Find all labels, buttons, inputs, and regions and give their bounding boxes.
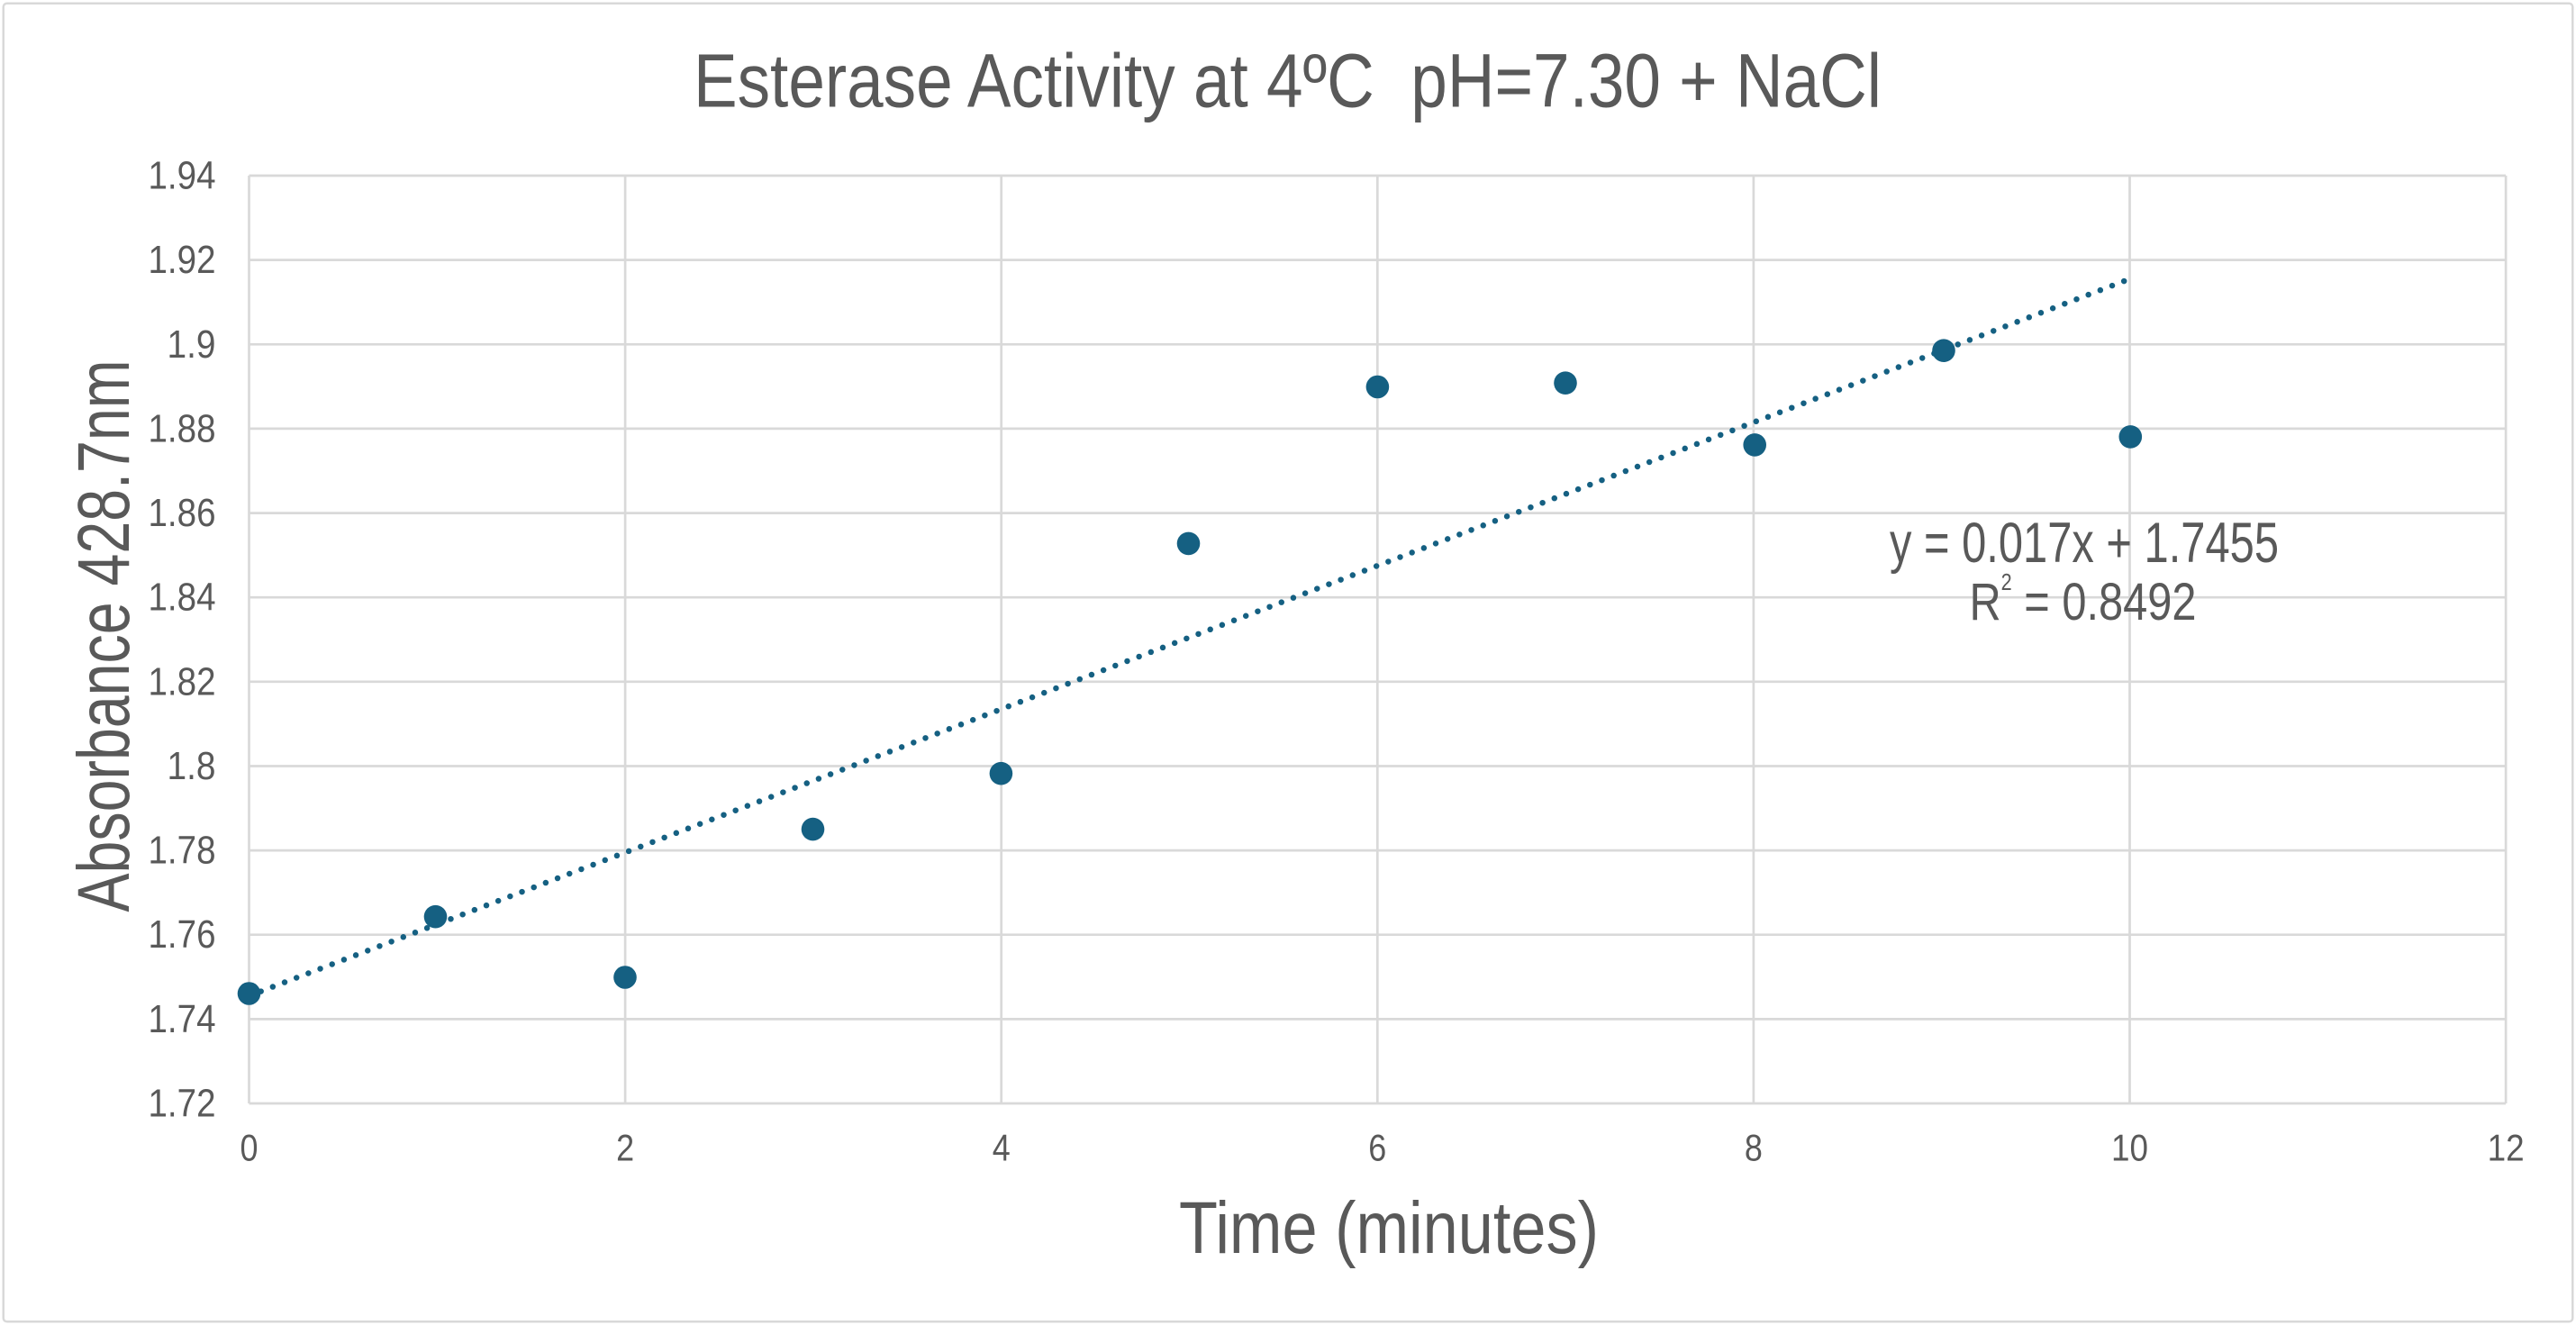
svg-text:1.78: 1.78 — [149, 830, 216, 873]
svg-text:1.72: 1.72 — [149, 1083, 216, 1126]
svg-text:1.84: 1.84 — [149, 576, 216, 620]
svg-text:0: 0 — [240, 1127, 259, 1169]
svg-text:Esterase Activity at 4ºC pH=7: Esterase Activity at 4ºC pH=7.30 + NaCl — [694, 39, 1882, 123]
svg-text:Time (minutes): Time (minutes) — [1179, 1187, 1599, 1269]
svg-text:1.76: 1.76 — [149, 913, 216, 957]
svg-text:y = 0.017x + 1.7455: y = 0.017x + 1.7455 — [1890, 512, 2279, 575]
svg-text:1.94: 1.94 — [149, 155, 216, 198]
svg-text:10: 10 — [2111, 1127, 2148, 1169]
svg-text:Absorbance 428.7nm: Absorbance 428.7nm — [63, 360, 145, 912]
svg-text:1.8: 1.8 — [168, 745, 216, 788]
svg-text:1.88: 1.88 — [149, 407, 216, 450]
svg-text:6: 6 — [1368, 1127, 1386, 1169]
svg-text:2: 2 — [616, 1127, 634, 1169]
svg-text:1.74: 1.74 — [149, 998, 216, 1041]
svg-text:1.82: 1.82 — [149, 660, 216, 703]
svg-text:1.92: 1.92 — [149, 239, 216, 282]
svg-text:8: 8 — [1745, 1127, 1763, 1169]
svg-text:4: 4 — [993, 1127, 1011, 1169]
svg-text:12: 12 — [2488, 1127, 2525, 1169]
svg-text:1.9: 1.9 — [168, 323, 216, 367]
svg-text:1.86: 1.86 — [149, 492, 216, 535]
